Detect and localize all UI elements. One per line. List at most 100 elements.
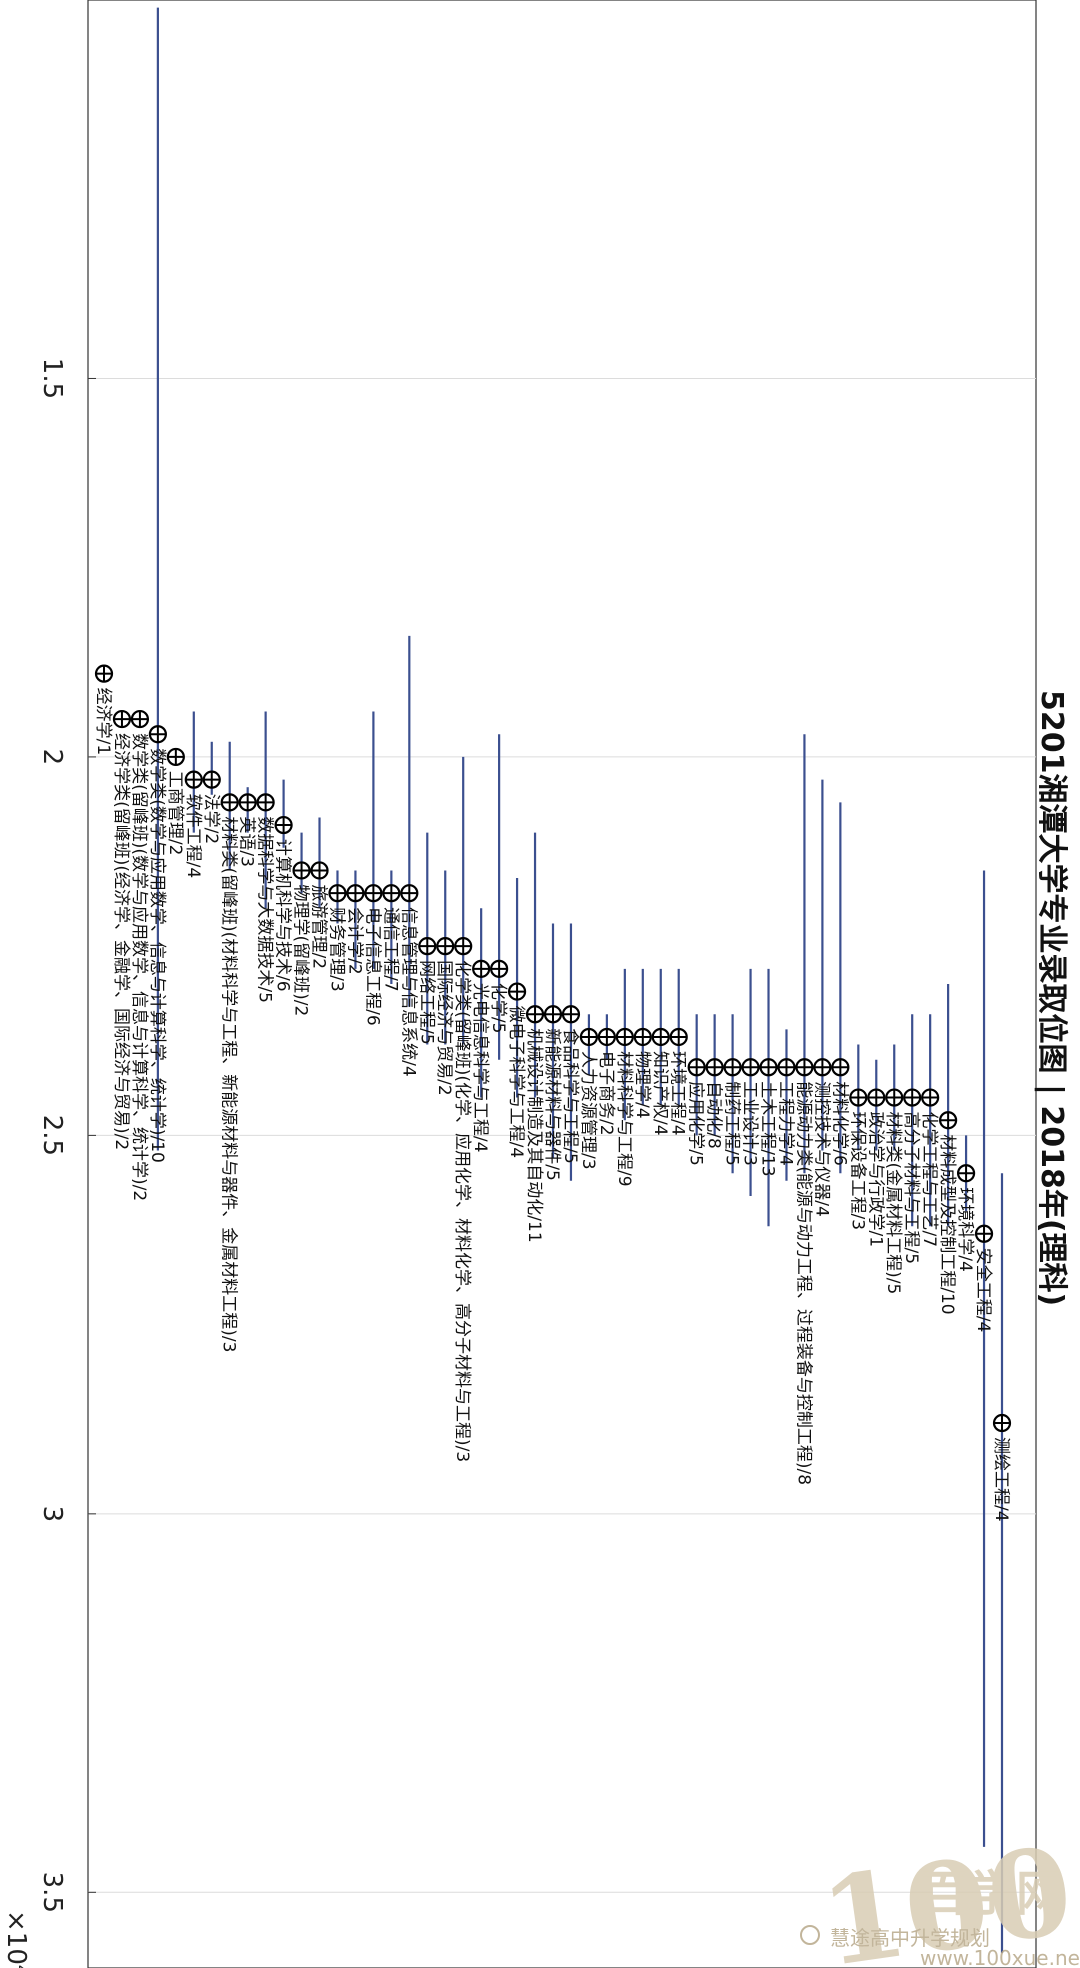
rank-marker	[795, 1058, 814, 1077]
major-label: 政治学与行政学/1	[865, 1112, 885, 1248]
major-label: 自动化/8	[704, 1081, 724, 1149]
major-label: 土木工程/13	[758, 1081, 778, 1176]
rank-marker	[669, 1027, 688, 1047]
major-label: 工商管理/2	[165, 771, 185, 856]
major-labels: 经济学/1经济学类(留峰班)(经济学、金融学、国际经济与贸易)/2数学类(留峰班…	[93, 688, 1011, 1522]
rank-marker	[346, 884, 365, 903]
watermark: 100 百学网 慧途高中升学规划 www.100xue.net	[800, 1820, 1080, 1968]
rank-marker	[885, 1088, 904, 1107]
rank-marker	[543, 1005, 563, 1024]
rank-marker	[166, 747, 185, 767]
y-tick-label: 2.5	[37, 1115, 67, 1156]
rank-marker	[561, 1005, 581, 1024]
y-tick-label: 3.5	[37, 1872, 67, 1913]
rank-marker	[813, 1058, 832, 1077]
major-label: 法学/2	[201, 794, 221, 845]
rank-markers	[94, 664, 1012, 1433]
major-label: 材料化学/6	[829, 1081, 849, 1166]
major-label: 网络工程/5	[416, 960, 436, 1045]
major-label: 财务管理/3	[326, 907, 346, 992]
rank-marker	[867, 1088, 886, 1107]
major-label: 机械设计制造及其自动化/11	[524, 1028, 544, 1242]
major-label: 新能源材料与器件/5	[542, 1028, 562, 1181]
rank-marker	[705, 1058, 724, 1077]
wechat-icon	[800, 1925, 820, 1945]
rank-marker	[292, 861, 311, 880]
rank-marker	[130, 709, 150, 729]
major-label: 测绘工程/4	[991, 1437, 1011, 1522]
major-label: 工程力学/4	[775, 1081, 795, 1166]
major-label: 人力资源管理/3	[578, 1051, 598, 1170]
rank-marker	[148, 725, 167, 744]
rank-marker	[274, 815, 293, 835]
major-label: 材料科学与工程/9	[614, 1051, 634, 1187]
major-label: 安全工程/4	[973, 1248, 993, 1333]
rank-marker	[418, 937, 437, 956]
rank-marker	[220, 793, 239, 812]
watermark-brand: 百学网	[920, 1866, 1064, 1922]
rank-marker	[849, 1088, 868, 1107]
rank-marker	[741, 1058, 760, 1077]
rank-marker	[759, 1058, 778, 1077]
major-label: 环境工程/4	[668, 1051, 688, 1136]
rank-marker	[238, 793, 257, 812]
rank-marker	[454, 937, 473, 956]
major-label: 能源动力类(能源与动力工程、过程装备与控制工程)/8	[793, 1081, 813, 1485]
major-label: 信息管理与信息系统/4	[398, 907, 418, 1077]
rank-marker	[903, 1088, 922, 1107]
axis-multiplier-label: ×10⁴	[1, 1910, 31, 1968]
rank-marker	[256, 793, 275, 812]
rank-marker	[921, 1088, 940, 1107]
rank-marker	[507, 982, 527, 1001]
rank-marker	[436, 937, 455, 956]
major-label: 工业设计/3	[740, 1081, 760, 1166]
rank-marker	[382, 884, 401, 903]
rank-marker	[687, 1058, 706, 1077]
major-label: 会计学/2	[344, 907, 364, 975]
major-label: 食品科学与工程/5	[560, 1028, 580, 1164]
rank-marker	[831, 1058, 850, 1077]
major-label: 制药工程/5	[722, 1081, 742, 1166]
major-label: 通信工程/7	[380, 907, 400, 992]
major-label: 化学类(留峰班)(化学、应用化学、材料化学、高分子材料与工程)/3	[452, 960, 472, 1462]
major-label: 数据科学与大数据技术/5	[255, 816, 275, 1003]
major-label: 电子商务/2	[596, 1051, 616, 1136]
watermark-site: www.100xue.net	[920, 1946, 1080, 1968]
major-label: 英语/3	[237, 816, 257, 867]
y-tick-label: 3	[37, 1506, 67, 1523]
major-label: 数学类(数学与应用数学、信息与计算科学、统计学)/10	[147, 748, 167, 1163]
plot-border	[87, 0, 1037, 1968]
major-label: 环保设备工程/3	[847, 1112, 867, 1231]
rank-marker	[615, 1027, 634, 1047]
rank-marker	[490, 959, 509, 978]
major-label: 环境科学/4	[955, 1187, 975, 1272]
major-label: 材料成型及控制工程/10	[937, 1134, 957, 1314]
rank-marker	[364, 884, 383, 903]
major-label: 微电子科学与工程/4	[506, 1006, 526, 1159]
rank-marker	[974, 1224, 994, 1243]
major-label: 计算机科学与技术/6	[273, 839, 293, 992]
rank-marker	[525, 1005, 545, 1024]
major-label: 测控技术与仪器/4	[811, 1081, 831, 1217]
tick-labels: 1.5 2 2.5 3 3.5	[37, 358, 67, 1913]
major-label: 国际经济与贸易/2	[434, 960, 454, 1096]
major-label: 经济学/1	[93, 688, 113, 756]
major-label: 高分子材料与工程/5	[901, 1112, 921, 1265]
rank-marker	[992, 1413, 1012, 1433]
major-label: 材料类(留峰班)(材料科学与工程、新能源材料与器件、金属材料工程)/3	[219, 816, 239, 1352]
rank-marker	[400, 884, 419, 903]
rank-marker	[310, 861, 329, 880]
chart-title: 5201湘潭大学专业录取位图 | 2018年(理科)	[1034, 690, 1069, 1306]
major-label: 化学工程与工艺/7	[919, 1112, 939, 1248]
major-label: 化学/5	[488, 983, 508, 1034]
major-label: 应用化学/5	[686, 1081, 706, 1166]
major-label: 经济学类(留峰班)(经济学、金融学、国际经济与贸易)/2	[111, 733, 131, 1150]
major-label: 电子信息工程/6	[362, 907, 382, 1026]
y-tick-label: 1.5	[37, 358, 67, 399]
rank-marker	[328, 884, 347, 903]
major-label: 光电信息科学与工程/4	[470, 983, 490, 1153]
rank-marker	[184, 770, 203, 789]
major-label: 材料类(金属材料工程)/5	[883, 1112, 903, 1295]
major-label: 物理学/4	[632, 1051, 652, 1119]
